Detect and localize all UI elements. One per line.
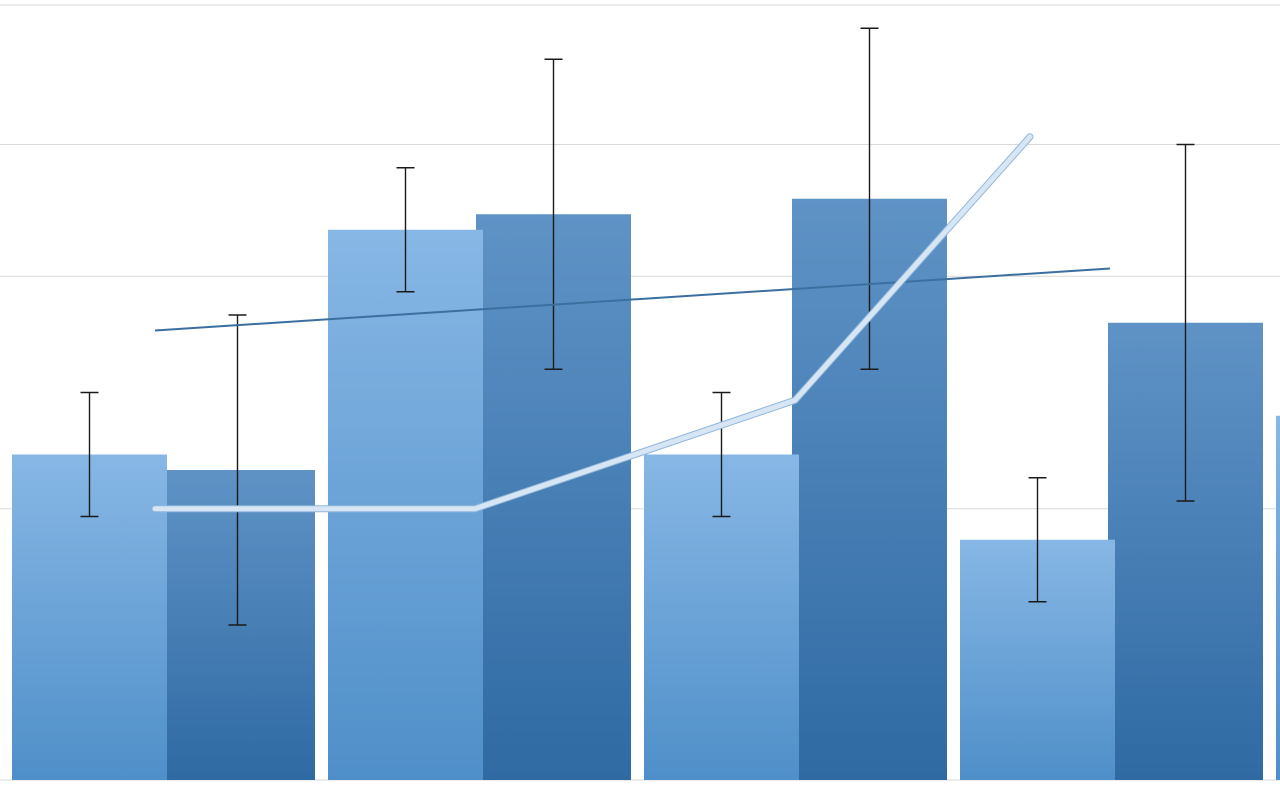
chart-canvas [0,0,1280,785]
combo-bar-line-chart [0,0,1280,785]
front-bar [328,230,483,780]
front-bar [1276,416,1280,780]
